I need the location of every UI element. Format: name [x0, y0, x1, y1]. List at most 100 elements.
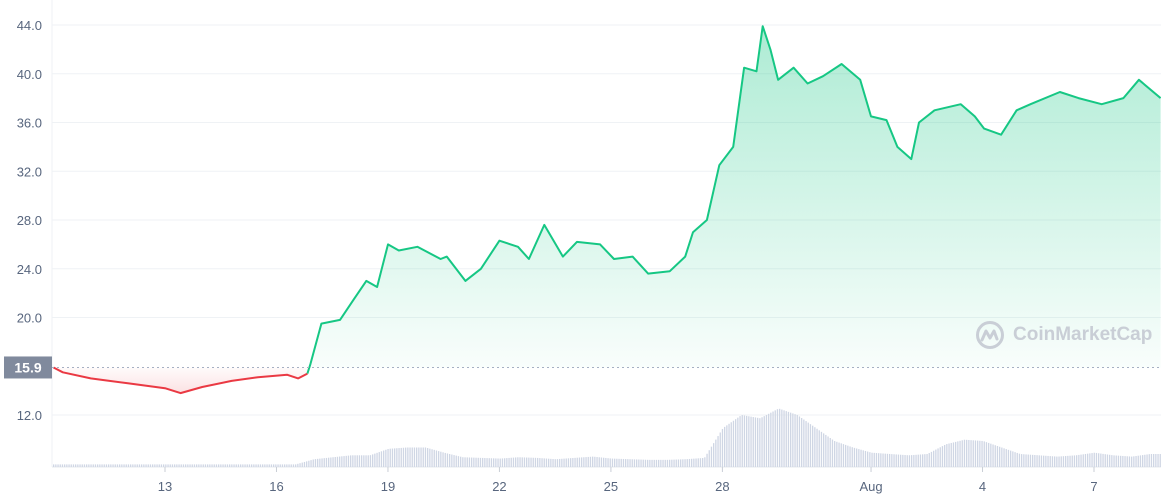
volume-bar [1034, 455, 1036, 467]
volume-bar [1091, 453, 1093, 467]
volume-bar [358, 455, 361, 467]
volume-bar [930, 451, 933, 467]
volume-bar [629, 459, 631, 467]
volume-bar [400, 447, 402, 467]
volume-bar [1038, 455, 1040, 467]
volume-bar [125, 464, 127, 467]
volume-bar [189, 464, 191, 467]
volume-bar [317, 458, 319, 467]
volume-bar [728, 423, 730, 467]
volume-bar [132, 464, 134, 467]
y-tick-label: 24.0 [17, 262, 42, 277]
volume-bar [506, 458, 508, 467]
volume-bar [576, 457, 578, 467]
volume-bar [642, 459, 644, 467]
volume-bar [103, 464, 105, 467]
volume-bar [231, 464, 233, 467]
volume-bar [660, 459, 662, 467]
volume-bar [1036, 455, 1038, 467]
volume-bar [226, 464, 229, 467]
y-tick-label: 40.0 [17, 67, 42, 82]
volume-bar [915, 454, 917, 467]
volume-bar [906, 455, 908, 467]
volume-bar [145, 464, 147, 467]
volume-bar [1051, 456, 1054, 467]
volume-bar [840, 443, 842, 467]
volume-bar [1117, 455, 1120, 467]
volume-bar [1133, 456, 1135, 467]
volume-bar [721, 428, 724, 467]
volume-bar [908, 455, 911, 467]
volume-bar [187, 464, 189, 467]
volume-bar [1023, 454, 1025, 467]
volume-bar [405, 447, 407, 467]
volume-bar [809, 424, 812, 467]
volume-bar [273, 464, 275, 467]
volume-bar [682, 459, 684, 467]
volume-bar [816, 428, 818, 467]
volume-bar [1003, 448, 1005, 467]
volume-bar [864, 450, 867, 467]
volume-bar [644, 459, 647, 467]
volume-bar [268, 464, 270, 467]
volume-bar [178, 464, 180, 467]
volume-bar [913, 454, 915, 467]
volume-bar [858, 449, 860, 467]
volume-bar [1142, 455, 1144, 467]
volume-bar [939, 447, 941, 467]
volume-bar [488, 458, 490, 467]
volume-bar [603, 457, 605, 467]
volume-bar [336, 456, 339, 467]
volume-bar [904, 455, 906, 467]
volume-bar [902, 454, 904, 467]
volume-bar [554, 459, 556, 467]
volume-bar [1078, 454, 1080, 467]
volume-bar [715, 439, 717, 467]
volume-bar [655, 459, 658, 467]
volume-bar [64, 464, 66, 467]
volume-bar [862, 450, 864, 467]
volume-bar [97, 464, 99, 467]
volume-bar [900, 454, 902, 467]
volume-bar [974, 440, 977, 467]
volume-bar [785, 411, 787, 467]
volume-bar [772, 411, 774, 467]
negative-area-fill [53, 367, 308, 394]
volume-bar [88, 464, 90, 467]
volume-bar [75, 464, 77, 467]
volume-bar [968, 439, 970, 467]
volume-bar [301, 462, 303, 467]
volume-bar [992, 444, 994, 467]
volume-bar [55, 464, 57, 467]
volume-bar [510, 457, 512, 467]
volume-bar [886, 453, 889, 467]
volume-bar [473, 457, 475, 467]
volume-bar [966, 439, 968, 467]
volume-bar [209, 464, 211, 467]
x-tick-label: 28 [715, 479, 729, 494]
volume-bar [213, 464, 215, 467]
volume-bar [149, 464, 152, 467]
volume-bar [924, 454, 926, 467]
volume-bar [543, 458, 545, 467]
volume-bar [622, 458, 625, 467]
volume-bar [647, 459, 649, 467]
volume-bar [596, 457, 598, 467]
volume-bar [739, 416, 741, 467]
volume-bar [83, 464, 86, 467]
volume-bar [798, 416, 801, 467]
volume-bar [570, 458, 572, 467]
volume-bar [143, 464, 145, 467]
volume-bar [666, 459, 669, 467]
volume-bar [620, 458, 622, 467]
volume-bar [484, 458, 486, 467]
volume-bar [649, 459, 651, 467]
volume-bar [774, 410, 776, 467]
volume-bar [497, 458, 499, 467]
volume-bar [134, 464, 136, 467]
volume-bar [171, 464, 174, 467]
volume-bar [796, 414, 798, 467]
volume-bar [838, 442, 840, 467]
volume-bar [306, 461, 308, 467]
volume-bar [396, 448, 398, 467]
